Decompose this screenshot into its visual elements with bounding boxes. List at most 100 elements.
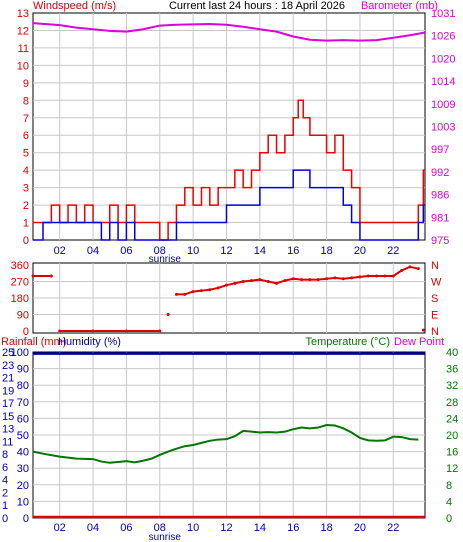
windspeed-tick-label: 6 bbox=[23, 130, 29, 142]
humidity-tick-label: 30 bbox=[17, 463, 29, 475]
barometer-tick-label: 992 bbox=[431, 167, 449, 179]
wind-panel-grid bbox=[33, 13, 425, 240]
time-tick-label: 16 bbox=[287, 522, 299, 534]
chart-title: Current last 24 hours : 18 April 2026 bbox=[169, 0, 345, 12]
temperature-tick-label: 36 bbox=[446, 364, 458, 376]
time-tick-label: 22 bbox=[387, 245, 399, 257]
time-tick-label: 14 bbox=[254, 522, 266, 534]
humidity-tick-label: 70 bbox=[17, 397, 29, 409]
direction-degree-label: 270 bbox=[11, 277, 29, 289]
time-tick-label: 12 bbox=[220, 245, 232, 257]
windspeed-tick-label: 0 bbox=[23, 235, 29, 247]
direction-segment bbox=[392, 269, 403, 277]
time-tick-label: 04 bbox=[87, 522, 99, 534]
windspeed-tick-label: 1 bbox=[23, 218, 29, 230]
temperature-tick-label: 40 bbox=[446, 347, 458, 359]
time-tick-label: 18 bbox=[320, 522, 332, 534]
time-tick-label: 08 bbox=[154, 245, 166, 257]
time-tick-label: 20 bbox=[354, 522, 366, 534]
barometer-tick-label: 1020 bbox=[431, 53, 455, 65]
time-tick-label: 10 bbox=[187, 522, 199, 534]
direction-compass-label: N bbox=[431, 326, 439, 338]
humidity-axis-ticks: 0 10 20 30 40 50 60 70 80 90 100 bbox=[11, 347, 29, 525]
time-tick-label: 02 bbox=[54, 245, 66, 257]
temperature-tick-label: 28 bbox=[446, 397, 458, 409]
wind-panel-time-ticks: 02 04 06 08 10 12 14 16 18 20 22 bbox=[54, 245, 400, 257]
windspeed-axis-label: Windspeed (m/s) bbox=[33, 0, 116, 12]
windspeed-tick-label: 10 bbox=[17, 60, 29, 72]
sunrise-label: sunrise bbox=[149, 254, 182, 265]
direction-panel-grid bbox=[33, 263, 425, 333]
direction-degree-label: 360 bbox=[11, 260, 29, 272]
time-tick-label: 10 bbox=[187, 245, 199, 257]
windspeed-tick-label: 5 bbox=[23, 148, 29, 160]
humidity-axis-label: Humidity (%) bbox=[58, 336, 121, 348]
time-tick-label: 20 bbox=[354, 245, 366, 257]
time-tick-label: 02 bbox=[54, 522, 66, 534]
temperature-tick-label: 8 bbox=[446, 480, 452, 492]
sunrise-label-bottom: sunrise bbox=[149, 532, 182, 542]
time-tick-label: 12 bbox=[220, 522, 232, 534]
time-tick-label: 14 bbox=[254, 245, 266, 257]
temperature-tick-label: 20 bbox=[446, 430, 458, 442]
temperature-axis-label: Temperature (°C) bbox=[306, 336, 390, 348]
temperature-series-line bbox=[32, 424, 419, 464]
direction-compass-label: E bbox=[431, 310, 438, 322]
temperature-tick-label: 4 bbox=[446, 496, 452, 508]
rainfall-tick-label: 4 bbox=[2, 475, 8, 487]
temperature-tick-label: 12 bbox=[446, 463, 458, 475]
windspeed-tick-label: 11 bbox=[18, 43, 29, 55]
rainfall-tick-label: 19 bbox=[2, 385, 14, 397]
temperature-tick-label: 16 bbox=[446, 447, 458, 459]
temp-panel-time-ticks: 02 04 06 08 10 12 14 16 18 20 22 bbox=[54, 522, 400, 534]
time-tick-label: 22 bbox=[387, 522, 399, 534]
barometer-tick-label: 997 bbox=[431, 144, 449, 156]
barometer-tick-label: 1003 bbox=[431, 122, 455, 134]
temperature-tick-label: 0 bbox=[446, 513, 452, 525]
barometer-tick-label: 981 bbox=[431, 212, 449, 224]
direction-degree-label: 0 bbox=[23, 326, 29, 338]
windspeed-tick-label: 3 bbox=[23, 183, 29, 195]
time-tick-label: 08 bbox=[154, 522, 166, 534]
rainfall-tick-label: 11 bbox=[2, 436, 13, 448]
humidity-tick-label: 100 bbox=[11, 347, 29, 359]
direction-degree-label: 90 bbox=[17, 310, 29, 322]
time-tick-label: 06 bbox=[120, 245, 132, 257]
wind-panel-frame bbox=[32, 12, 426, 241]
windspeed-tick-label: 2 bbox=[23, 200, 29, 212]
barometer-series-line bbox=[32, 22, 426, 42]
time-tick-label: 04 bbox=[87, 245, 99, 257]
direction-point bbox=[158, 329, 162, 333]
direction-compass-label: S bbox=[431, 293, 438, 305]
direction-compass-label: N bbox=[431, 260, 439, 272]
humidity-tick-label: 50 bbox=[17, 430, 29, 442]
temp-panel-series bbox=[32, 352, 425, 519]
humidity-tick-label: 60 bbox=[17, 413, 29, 425]
temp-panel-grid bbox=[33, 352, 425, 518]
windspeed-tick-label: 12 bbox=[17, 25, 29, 37]
rainfall-tick-label: 0 bbox=[2, 513, 8, 525]
dew-point-label: Dew Point bbox=[394, 336, 444, 348]
humidity-tick-label: 90 bbox=[17, 364, 29, 376]
wind-gust-series-line bbox=[33, 99, 425, 241]
rainfall-tick-label: 15 bbox=[2, 411, 14, 423]
rainfall-tick-label: 13 bbox=[2, 424, 14, 436]
barometer-tick-label: 986 bbox=[431, 190, 449, 202]
wind-panel-series bbox=[32, 22, 426, 241]
rainfall-tick-label: 6 bbox=[2, 462, 8, 474]
barometer-tick-label: 1014 bbox=[431, 76, 455, 88]
barometer-axis-ticks: 975 981 986 992 997 1003 1009 1014 1020 1026 1031 bbox=[431, 8, 455, 247]
temperature-axis-ticks: 0 4 8 12 16 20 24 28 32 36 40 bbox=[446, 347, 458, 525]
barometer-tick-label: 1031 bbox=[431, 8, 455, 20]
barometer-tick-label: 975 bbox=[431, 235, 449, 247]
rainfall-tick-label: 2 bbox=[2, 487, 8, 499]
rainfall-tick-label: 21 bbox=[2, 373, 14, 385]
barometer-tick-label: 1009 bbox=[431, 99, 455, 111]
rainfall-axis-label: Rainfall (mm) bbox=[1, 336, 66, 348]
time-tick-label: 16 bbox=[287, 245, 299, 257]
direction-point bbox=[421, 328, 425, 332]
time-tick-label: 18 bbox=[320, 245, 332, 257]
direction-degree-ticks: 360 270 180 90 0 bbox=[11, 260, 29, 338]
direction-point bbox=[166, 313, 170, 316]
